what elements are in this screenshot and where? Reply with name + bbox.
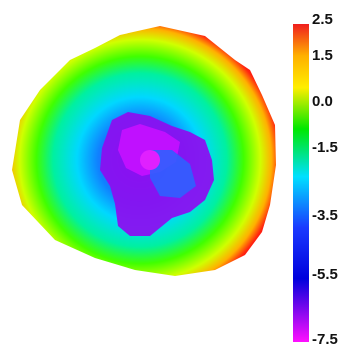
colorbar-tick-label: -7.5 [312, 331, 338, 348]
colorbar-tick-label: 0.0 [312, 93, 333, 110]
colorbar-tick-label: 2.5 [312, 11, 333, 28]
heatmap-center-notch [150, 150, 196, 198]
colorbar [293, 24, 309, 342]
colorbar-tick-labels: 2.5 1.5 0.0 -1.5 -3.5 -5.5 -7.5 [312, 11, 338, 348]
colorbar-tick-label: -1.5 [312, 139, 338, 156]
colorbar-tick-label: 1.5 [312, 47, 333, 64]
colorbar-tick-label: -3.5 [312, 207, 338, 224]
heatmap-field [12, 26, 276, 276]
colorbar-tick-label: -5.5 [312, 266, 338, 283]
heatmap-center-spot [140, 150, 160, 170]
